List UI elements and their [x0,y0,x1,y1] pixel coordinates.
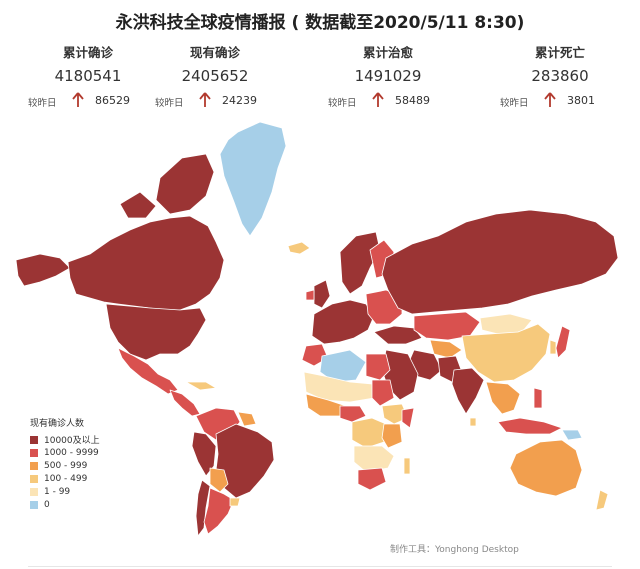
region-iceland[interactable] [287,241,311,255]
region-central-america[interactable] [169,389,201,417]
stat-total-confirmed: 累计确诊 4180541 较昨日 86529 [28,42,178,109]
legend-label: 0 [44,499,50,510]
delta-value: 3801 [567,94,595,107]
region-central-asia[interactable] [429,339,463,359]
region-canada[interactable] [67,215,225,311]
stat-delta: 较昨日 3801 [500,92,640,110]
stat-current-confirmed: 现有确诊 2405652 较昨日 24239 [155,42,305,109]
legend-label: 500 - 999 [44,460,88,471]
region-madagascar[interactable] [403,457,411,475]
legend-item: 0 [30,498,100,511]
region-sri-lanka[interactable] [469,417,477,427]
divider [28,566,612,567]
region-algeria-libya[interactable] [319,349,367,383]
legend-title: 现有确诊人数 [30,419,85,429]
region-sudan[interactable] [371,379,395,407]
stat-label: 累计确诊 [62,45,113,60]
region-usa[interactable] [105,303,207,361]
footer-credit: 制作工具：Yonghong Desktop [390,545,519,555]
map-legend: 现有确诊人数 10000及以上 1000 - 9999 500 - 999 10… [30,416,100,511]
region-ethiopia[interactable] [381,403,409,425]
region-arctic-islands-2[interactable] [119,191,157,219]
stat-label: 现有确诊 [189,45,240,60]
legend-swatch [30,435,38,444]
stat-value: 283860 [531,67,589,85]
region-korea[interactable] [549,339,557,355]
legend-label: 1 - 99 [44,486,71,497]
delta-label: 较昨日 [500,98,529,109]
region-southern-africa[interactable] [353,445,395,473]
stat-value: 4180541 [54,67,122,85]
region-south-africa[interactable] [357,467,387,491]
region-arctic-islands[interactable] [155,153,215,215]
region-ireland[interactable] [305,289,315,301]
arrow-up-icon [544,92,556,107]
region-argentina[interactable] [203,487,235,535]
region-alaska[interactable] [15,253,71,287]
delta-value: 86529 [95,94,130,107]
region-southeast-asia[interactable] [485,381,521,415]
region-uk[interactable] [313,279,331,309]
legend-item: 10000及以上 [30,433,100,446]
legend-item: 1000 - 9999 [30,446,100,459]
delta-label: 较昨日 [155,98,184,109]
region-indonesia[interactable] [497,417,563,435]
region-philippines[interactable] [533,387,543,409]
region-india[interactable] [451,367,485,415]
report-title: 永洪科技全球疫情播报 ( 数据截至2020/5/11 8:30) [115,13,525,33]
region-china[interactable] [461,323,551,383]
region-japan[interactable] [555,325,571,359]
region-scandinavia[interactable] [339,231,381,295]
stat-delta: 较昨日 86529 [28,92,178,110]
region-papua[interactable] [561,429,583,441]
stats-bar: 累计确诊 4180541 较昨日 86529 现有确诊 2405652 较昨日 … [0,42,640,112]
region-uruguay[interactable] [229,497,241,507]
region-brazil[interactable] [215,423,275,499]
stat-delta: 较昨日 58489 [328,92,478,110]
region-somalia[interactable] [401,407,415,429]
legend-item: 100 - 499 [30,472,100,485]
legend-swatch [30,461,38,470]
delta-label: 较昨日 [28,98,57,109]
delta-label: 较昨日 [328,98,357,109]
stat-label: 累计死亡 [534,45,585,60]
region-guianas[interactable] [237,411,257,427]
world-choropleth-map [15,121,619,537]
stat-total-deaths: 累计死亡 283860 较昨日 3801 [500,42,640,109]
arrow-up-icon [72,92,84,107]
stat-label: 累计治愈 [362,45,413,60]
region-ghana-nigeria[interactable] [339,405,367,423]
legend-swatch [30,500,38,509]
region-chile[interactable] [195,479,211,537]
stat-delta: 较昨日 24239 [155,92,305,110]
arrow-up-icon [199,92,211,107]
legend-label: 10000及以上 [44,436,100,446]
region-russia[interactable] [381,209,619,315]
region-bolivia[interactable] [209,467,229,493]
stat-total-recovered: 累计治愈 1491029 较昨日 58489 [328,42,478,109]
legend-label: 1000 - 9999 [44,447,99,458]
arrow-up-icon [372,92,384,107]
region-greenland[interactable] [219,121,287,237]
legend-swatch [30,474,38,483]
stat-value: 2405652 [181,67,249,85]
region-caribbean[interactable] [185,381,217,391]
region-western-europe[interactable] [311,299,375,345]
legend-item: 1 - 99 [30,485,100,498]
delta-value: 58489 [395,94,430,107]
region-egypt[interactable] [365,353,391,381]
legend-item: 500 - 999 [30,459,100,472]
delta-value: 24239 [222,94,257,107]
stat-value: 1491029 [354,67,422,85]
region-central-africa[interactable] [351,417,387,449]
region-east-africa[interactable] [381,423,403,449]
legend-swatch [30,448,38,457]
region-new-zealand[interactable] [595,489,609,511]
region-turkey[interactable] [373,325,423,345]
legend-swatch [30,487,38,496]
region-australia[interactable] [509,439,583,497]
legend-label: 100 - 499 [44,473,88,484]
